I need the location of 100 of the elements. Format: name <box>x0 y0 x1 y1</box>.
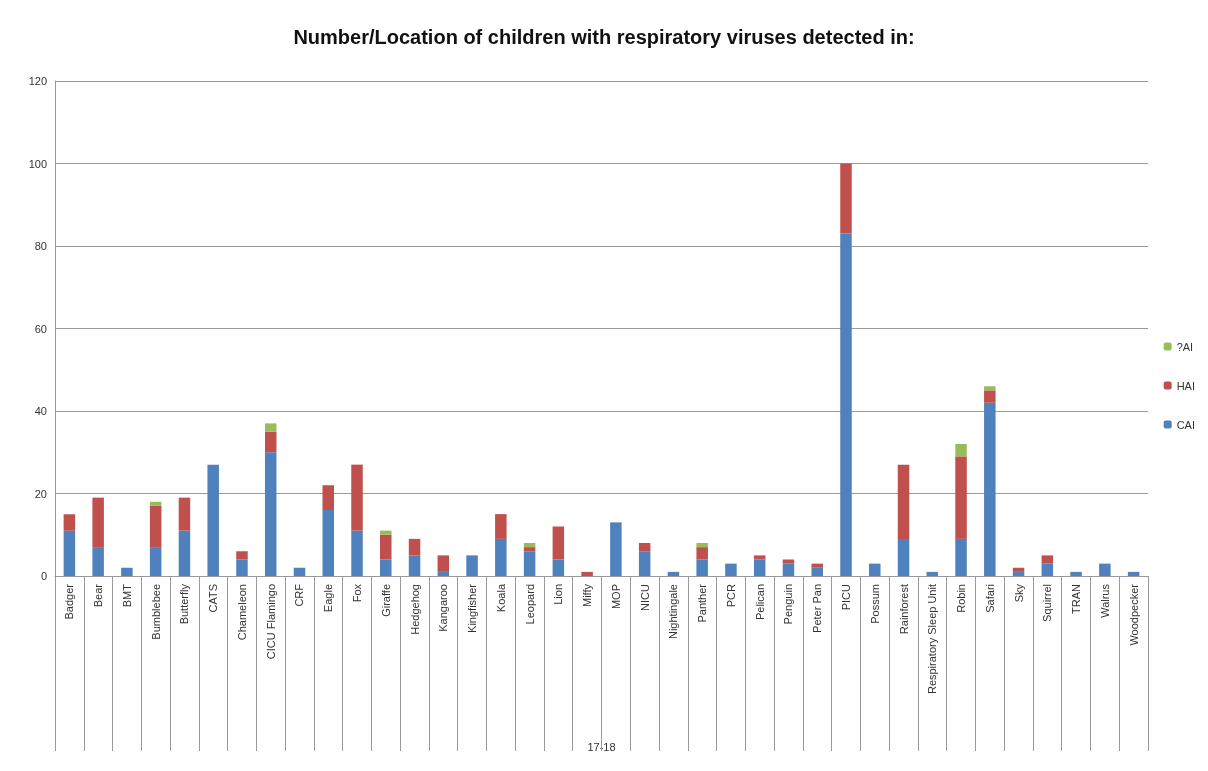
x-tick-label: Safari <box>983 584 996 613</box>
bar <box>581 571 593 576</box>
x-tick-label: TRAN <box>1070 583 1083 614</box>
x-tick-label: CATS <box>207 584 220 613</box>
bar <box>178 497 191 531</box>
bar <box>840 233 852 576</box>
bar <box>984 390 996 403</box>
bar <box>696 543 708 548</box>
bar <box>495 538 507 576</box>
bar <box>926 571 939 576</box>
bar <box>380 559 392 576</box>
bar <box>293 567 306 576</box>
bar <box>236 559 248 576</box>
x-tick-label: PICU <box>839 583 852 611</box>
x-tick-label: MOP <box>609 584 622 610</box>
legend-label: ?AI <box>1176 340 1194 353</box>
x-tick-label: Rainforest <box>897 584 910 635</box>
x-tick-label: Panther <box>696 583 709 623</box>
x-tick-label: Possum <box>868 584 881 624</box>
bar <box>984 402 996 576</box>
bar <box>178 530 191 576</box>
x-tick-label: Leopard <box>523 584 536 625</box>
bar <box>63 530 76 576</box>
x-tick-label: CICU Flamingo <box>264 584 277 660</box>
bar <box>840 163 852 234</box>
bar <box>92 497 104 548</box>
bar <box>408 555 421 576</box>
x-tick-label: Kingfisher <box>466 583 479 633</box>
bar <box>782 559 795 564</box>
x-tick-label: Bumblebee <box>149 584 162 640</box>
x-tick-label: CRF <box>293 583 306 607</box>
y-tick-label: 40 <box>34 405 47 417</box>
x-tick-label: Bear <box>92 583 105 608</box>
x-tick-label: Nightingale <box>667 584 680 640</box>
bar <box>322 485 334 510</box>
bar <box>955 538 967 576</box>
bar <box>1041 563 1054 576</box>
bar <box>552 526 565 560</box>
bar <box>610 522 622 576</box>
bar <box>92 547 104 576</box>
y-tick-label: 20 <box>34 487 47 500</box>
bar <box>437 571 450 576</box>
bar <box>264 452 277 576</box>
bar <box>121 567 133 576</box>
bar <box>264 431 277 453</box>
x-tick-label: NICU <box>638 583 651 611</box>
x-tick-label: Robin <box>955 584 968 613</box>
x-tick-label: Woodpecker <box>1127 583 1140 646</box>
x-tick-label: Sky <box>1012 583 1025 603</box>
x-tick-label: Chameleon <box>235 584 248 641</box>
x-axis-title: 17-18 <box>587 740 616 753</box>
bar <box>523 551 536 576</box>
bar <box>897 538 910 576</box>
bar <box>380 534 392 560</box>
bar <box>351 464 363 531</box>
bar <box>696 547 708 560</box>
bar <box>1041 555 1054 564</box>
bar <box>955 456 967 539</box>
x-tick-label: Pelican <box>753 584 766 621</box>
bar <box>1070 571 1082 576</box>
bar <box>380 530 392 535</box>
bar <box>466 555 478 576</box>
x-tick-label: Fox <box>351 583 364 603</box>
bar <box>955 444 967 457</box>
x-tick-label: Walrus <box>1098 583 1111 618</box>
y-tick-label: 100 <box>28 157 47 170</box>
bar <box>667 571 680 576</box>
bar <box>638 543 651 552</box>
bar <box>811 567 823 576</box>
y-tick-label: 0 <box>40 570 47 582</box>
bar <box>638 551 651 576</box>
bar <box>207 464 219 576</box>
x-tick-label: Miffy <box>581 583 594 608</box>
bar <box>437 555 450 572</box>
bar <box>149 501 162 506</box>
x-tick-label: Koala <box>494 583 507 613</box>
legend-label: CAI <box>1176 418 1196 431</box>
bar <box>523 543 536 548</box>
bar <box>897 464 910 539</box>
bar <box>753 555 766 560</box>
x-tick-label: Respiratory Sleep Unit <box>926 584 939 695</box>
bar <box>811 563 823 568</box>
x-tick-label: Badger <box>63 583 76 620</box>
x-tick-label: Hedgehog <box>408 584 421 635</box>
bar <box>1012 571 1025 576</box>
x-tick-label: Peter Pan <box>811 584 824 633</box>
y-tick-label: 60 <box>34 322 47 335</box>
bar <box>1127 571 1140 576</box>
bar <box>149 547 162 576</box>
x-tick-label: Lion <box>552 584 565 605</box>
x-tick-label: BMT <box>120 583 133 608</box>
bar <box>782 563 795 576</box>
bar <box>149 505 162 548</box>
bar <box>264 423 277 432</box>
x-tick-label: Kangaroo <box>437 584 450 632</box>
chart-title: Number/Location of children with respiratory viruses detected in: <box>293 26 915 48</box>
bar <box>351 530 363 576</box>
bar <box>322 510 334 576</box>
bar <box>1012 567 1025 572</box>
y-tick-label: 120 <box>28 75 47 87</box>
